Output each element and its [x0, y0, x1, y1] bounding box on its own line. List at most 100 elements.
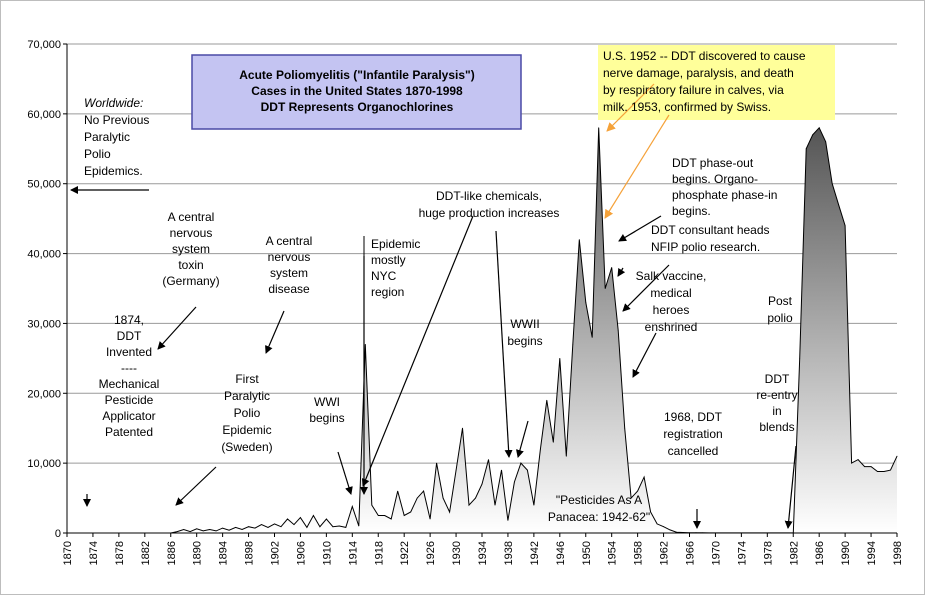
- x-tick-label-27: 1978: [762, 541, 774, 565]
- annotation-10-line-0: U.S. 1952 -- DDT discovered to cause: [603, 49, 806, 63]
- x-tick-label-26: 1974: [736, 541, 748, 565]
- annotation-4-line-4: (Sweden): [221, 440, 272, 454]
- data-point-67: [598, 127, 600, 129]
- data-point-58: [540, 448, 541, 450]
- data-point-48: [475, 497, 476, 499]
- annotation-1-line-7: Patented: [105, 425, 153, 439]
- data-point-75: [650, 511, 651, 513]
- data-point-71: [624, 427, 626, 429]
- data-point-34: [384, 515, 386, 516]
- x-tick-label-17: 1938: [503, 541, 515, 565]
- annotation-0-line-1: No Previous: [84, 113, 149, 127]
- data-point-13: [248, 526, 250, 528]
- data-point-50: [488, 459, 489, 460]
- data-point-39: [416, 497, 418, 499]
- data-point-2: [176, 531, 178, 532]
- data-point-87: [799, 358, 801, 359]
- callout-box: [598, 45, 835, 120]
- data-point-69: [611, 267, 613, 268]
- data-point-36: [397, 490, 399, 492]
- data-point-63: [572, 344, 574, 345]
- data-point-47: [468, 504, 470, 506]
- annotation-11-line-2: phosphate phase-in: [672, 188, 777, 202]
- annotation-13-line-1: medical: [650, 286, 691, 300]
- annotation-0-line-4: Epidemics.: [84, 164, 143, 178]
- data-point-68: [604, 288, 606, 289]
- annotation-15-line-0: DDT: [765, 372, 790, 386]
- x-tick-label-23: 1962: [659, 541, 671, 565]
- annotation-0-line-3: Polio: [84, 147, 111, 161]
- chart-title-line-0: Acute Poliomyelitis ("Infantile Paralysi…: [239, 68, 474, 82]
- x-tick-label-16: 1934: [477, 541, 489, 565]
- x-tick-label-0: 1870: [62, 541, 74, 565]
- x-tick-label-31: 1994: [866, 541, 878, 565]
- x-tick-label-32: 1998: [892, 541, 904, 565]
- data-point-27: [338, 525, 340, 527]
- data-point-55: [520, 462, 522, 464]
- annotation-11-line-0: DDT phase-out: [672, 156, 754, 170]
- data-point-57: [533, 504, 535, 506]
- data-point-76: [656, 523, 658, 525]
- x-tick-label-29: 1986: [814, 541, 826, 565]
- annotation-15-line-3: blends: [759, 420, 794, 434]
- data-point-92: [831, 183, 833, 185]
- annotation-6-line-2: NYC: [371, 269, 397, 283]
- data-point-30: [358, 525, 360, 527]
- annotation-9-line-0: "Pesticides As A: [556, 493, 642, 507]
- annotation-1-line-0: 1874,: [114, 313, 144, 327]
- data-point-9: [222, 527, 224, 529]
- data-point-74: [643, 476, 645, 478]
- series-area-fill: [67, 127, 897, 534]
- annotation-2-line-1: nervous: [170, 226, 213, 240]
- axes: 0 10,000 20,000 30,000 40,000 50,000 60,000 70,…: [27, 39, 904, 565]
- data-point-42: [436, 462, 437, 464]
- annotation-13-line-2: heroes: [653, 303, 690, 317]
- data-point-95: [851, 462, 852, 464]
- data-point-40: [423, 490, 424, 492]
- x-tick-label-19: 1946: [555, 541, 567, 565]
- x-tick-label-25: 1970: [710, 541, 722, 565]
- annotation-3-line-1: nervous: [268, 250, 311, 264]
- data-point-19: [287, 518, 288, 520]
- annotation-4-line-0: First: [235, 372, 259, 386]
- x-tick-label-1: 1874: [88, 541, 100, 565]
- annotation-1-line-5: Pesticide: [105, 393, 154, 407]
- data-point-98: [870, 466, 872, 467]
- annotation-1-line-2: Invented: [106, 345, 152, 359]
- data-point-49: [481, 483, 483, 485]
- data-point-97: [864, 466, 865, 467]
- data-point-72: [630, 497, 632, 499]
- annotation-1-line-6: Applicator: [102, 409, 155, 423]
- x-tick-label-22: 1958: [633, 541, 645, 565]
- data-point-78: [669, 529, 671, 531]
- data-point-29: [351, 506, 353, 507]
- data-point-46: [462, 427, 463, 429]
- data-point-73: [637, 490, 638, 492]
- annotation-14-line-1: registration: [663, 427, 722, 441]
- annotation-1-line-3: ----: [121, 361, 137, 375]
- data-point-14: [254, 527, 256, 529]
- x-tick-label-10: 1910: [321, 541, 333, 565]
- data-point-24: [319, 526, 321, 528]
- chart-title-line-1: Cases in the United States 1870-1998: [251, 84, 463, 98]
- x-tick-label-11: 1914: [347, 541, 359, 565]
- annotation-1-line-4: Mechanical: [99, 377, 160, 391]
- y-tick-label-1: 10,000: [27, 458, 61, 470]
- annotation-2-line-3: toxin: [178, 258, 203, 272]
- annotation-8-line-1: begins: [507, 334, 542, 348]
- data-point-89: [812, 134, 814, 136]
- data-point-12: [241, 529, 243, 530]
- x-tick-label-20: 1950: [581, 541, 593, 565]
- annotation-arrow-2: [265, 310, 285, 354]
- annotation-10-line-1: nerve damage, paralysis, and death: [603, 66, 794, 80]
- x-tick-label-21: 1954: [607, 541, 619, 565]
- data-point-41: [429, 518, 431, 520]
- annotation-1-line-1: DDT: [117, 329, 142, 343]
- data-point-35: [390, 518, 392, 520]
- data-point-22: [306, 527, 308, 528]
- annotation-arrow-11: [618, 215, 662, 242]
- annotation-0-line-0: Worldwide:: [84, 96, 143, 110]
- data-point-61: [559, 358, 561, 359]
- data-point-38: [410, 511, 412, 513]
